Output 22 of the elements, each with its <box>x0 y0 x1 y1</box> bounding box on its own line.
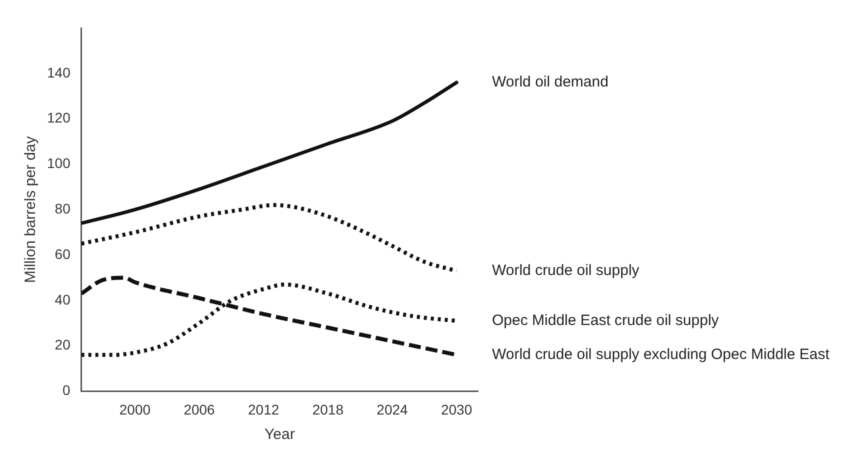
y-tick-label: 140 <box>47 64 71 80</box>
x-tick-label: 2012 <box>248 401 280 418</box>
x-tick-label: 2030 <box>440 401 472 418</box>
x-axis-title: Year <box>264 426 295 444</box>
y-tick-label: 100 <box>47 155 71 172</box>
x-tick-label: 2018 <box>312 401 344 418</box>
y-tick-label: 120 <box>47 110 71 126</box>
text: World oil demand <box>492 74 608 91</box>
line-series <box>81 80 458 225</box>
y-tick-label: 80 <box>54 200 71 216</box>
x-tick-label: 2006 <box>184 401 216 418</box>
y-tick-label: 40 <box>54 291 71 308</box>
x-tick-label: 2000 <box>119 401 151 418</box>
line-series <box>81 203 459 273</box>
text: World crude oil supply excluding Opec Middle East <box>492 346 830 364</box>
x-tick-label: 2024 <box>376 401 408 418</box>
text: Opec Middle East crude oil supply <box>492 312 720 329</box>
text: World crude oil supply <box>492 262 640 280</box>
y-tick-label: 20 <box>54 336 71 353</box>
y-tick-label: 0 <box>62 382 71 398</box>
y-axis-title: Million barrels per day <box>22 136 40 283</box>
y-tick-label: 60 <box>54 246 71 262</box>
